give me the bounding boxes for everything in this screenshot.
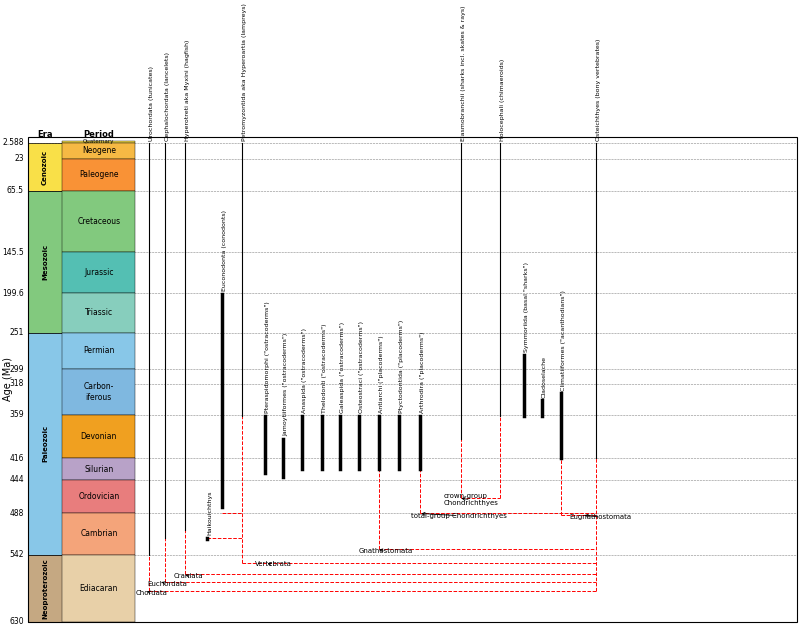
- FancyBboxPatch shape: [62, 159, 135, 191]
- FancyBboxPatch shape: [62, 333, 135, 369]
- Text: Anaspida ("ostracoderms"): Anaspida ("ostracoderms"): [302, 328, 307, 413]
- Text: Cladoselache: Cladoselache: [542, 356, 546, 398]
- Text: Silurian: Silurian: [84, 465, 114, 474]
- Text: 630: 630: [9, 617, 24, 626]
- FancyBboxPatch shape: [28, 191, 62, 333]
- Text: 416: 416: [10, 454, 24, 463]
- Text: Gnathostomata: Gnathostomata: [358, 548, 413, 554]
- Text: Holocephali (chimaeroids): Holocephali (chimaeroids): [500, 58, 505, 141]
- Text: Cenozoic: Cenozoic: [42, 149, 48, 184]
- Text: total-group Chondrichthyes: total-group Chondrichthyes: [411, 513, 506, 519]
- Text: Urochordata (tunicates): Urochordata (tunicates): [150, 65, 154, 141]
- Text: Climatiiformes ("acanthodians"): Climatiiformes ("acanthodians"): [561, 289, 566, 391]
- FancyBboxPatch shape: [62, 513, 135, 555]
- Text: Paleozoic: Paleozoic: [42, 425, 48, 462]
- Text: Galeaspida ("ostracoderms"): Galeaspida ("ostracoderms"): [340, 322, 345, 413]
- FancyBboxPatch shape: [28, 143, 62, 191]
- Text: Antiarchi ("placoderms"): Antiarchi ("placoderms"): [378, 336, 383, 413]
- Text: Ptyctodontida ("placoderms"): Ptyctodontida ("placoderms"): [399, 320, 404, 413]
- Text: Cambrian: Cambrian: [80, 530, 118, 538]
- Text: 542: 542: [10, 550, 24, 559]
- Text: Cretaceous: Cretaceous: [78, 217, 120, 226]
- FancyBboxPatch shape: [62, 143, 135, 159]
- Text: 299: 299: [10, 365, 24, 374]
- Text: Quaternary: Quaternary: [83, 139, 114, 144]
- Text: 2.588: 2.588: [2, 138, 24, 147]
- Text: Period: Period: [83, 130, 114, 138]
- Text: Jurassic: Jurassic: [84, 268, 114, 277]
- Text: Jamoytiiformes ("ostracoderms"): Jamoytiiformes ("ostracoderms"): [283, 333, 288, 437]
- Text: Chordata: Chordata: [135, 590, 167, 596]
- Text: Haikouichthys: Haikouichthys: [207, 491, 212, 535]
- FancyBboxPatch shape: [28, 333, 62, 555]
- Text: Age (Ma): Age (Ma): [3, 357, 14, 401]
- FancyBboxPatch shape: [62, 459, 135, 480]
- FancyBboxPatch shape: [28, 555, 62, 621]
- Text: Pteraspidomorphi ("ostracoderms"): Pteraspidomorphi ("ostracoderms"): [265, 302, 270, 413]
- Text: 488: 488: [10, 509, 24, 518]
- Text: Carbon-
iferous: Carbon- iferous: [84, 382, 114, 402]
- Text: 251: 251: [10, 328, 24, 337]
- Text: Arthrodira ("placoderms"): Arthrodira ("placoderms"): [420, 332, 425, 413]
- Text: Cephalochordata (lancelets): Cephalochordata (lancelets): [165, 52, 170, 141]
- Text: Elasmobranchii (sharks incl. skates & rays): Elasmobranchii (sharks incl. skates & ra…: [461, 5, 466, 141]
- Text: 318: 318: [10, 379, 24, 388]
- Text: Paleogene: Paleogene: [79, 170, 118, 179]
- FancyBboxPatch shape: [62, 252, 135, 293]
- Text: Mesozoic: Mesozoic: [42, 243, 48, 280]
- FancyBboxPatch shape: [62, 415, 135, 459]
- Text: Petromyzontida aka Hyperoartia (lampreys): Petromyzontida aka Hyperoartia (lampreys…: [242, 3, 246, 141]
- Text: Osteostraci ("ostracoderms"): Osteostraci ("ostracoderms"): [359, 321, 364, 413]
- Text: Permian: Permian: [83, 347, 114, 355]
- Text: Vertebrata: Vertebrata: [254, 562, 291, 567]
- Text: Devonian: Devonian: [81, 432, 117, 441]
- Text: 145.5: 145.5: [2, 247, 24, 257]
- Text: Thelodonti ("ostracoderms"): Thelodonti ("ostracoderms"): [322, 324, 326, 413]
- Text: Euchordata: Euchordata: [147, 581, 186, 587]
- Text: Triassic: Triassic: [85, 308, 113, 318]
- Text: 65.5: 65.5: [6, 186, 24, 196]
- Text: crown-group
Chondrichthyes: crown-group Chondrichthyes: [443, 493, 498, 506]
- Text: Hyperotreti aka Myxini (hagfish): Hyperotreti aka Myxini (hagfish): [186, 39, 190, 141]
- Text: 199.6: 199.6: [2, 289, 24, 298]
- Text: Neoproterozoic: Neoproterozoic: [42, 558, 48, 618]
- Text: Craniata: Craniata: [174, 573, 203, 579]
- Text: Eugnathostomata: Eugnathostomata: [570, 514, 631, 520]
- Text: 359: 359: [9, 410, 24, 420]
- Text: Euconodonta (conodonts): Euconodonta (conodonts): [222, 210, 226, 291]
- FancyBboxPatch shape: [62, 191, 135, 252]
- Text: 444: 444: [9, 476, 24, 484]
- Text: 23: 23: [14, 154, 24, 163]
- FancyBboxPatch shape: [62, 369, 135, 415]
- Text: Era: Era: [37, 130, 53, 138]
- Text: Ordovician: Ordovician: [78, 492, 119, 501]
- FancyBboxPatch shape: [62, 141, 135, 143]
- Text: Ediacaran: Ediacaran: [80, 584, 118, 593]
- FancyBboxPatch shape: [62, 293, 135, 333]
- FancyBboxPatch shape: [62, 480, 135, 513]
- Text: Symmoriida (basal "sharks"): Symmoriida (basal "sharks"): [524, 262, 529, 352]
- Text: Neogene: Neogene: [82, 146, 116, 155]
- Text: Osteichthyes (bony vertebrates): Osteichthyes (bony vertebrates): [595, 38, 601, 141]
- FancyBboxPatch shape: [62, 555, 135, 621]
